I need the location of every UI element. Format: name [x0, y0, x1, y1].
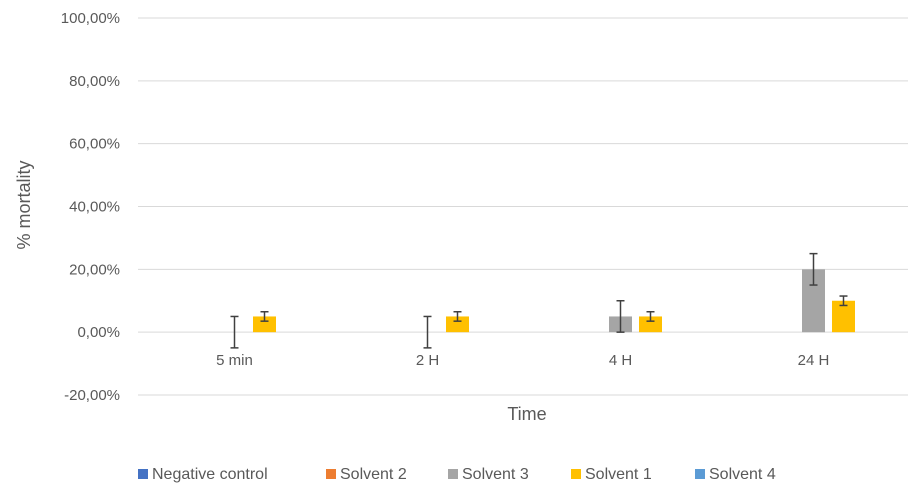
- legend-label: Solvent 3: [462, 466, 529, 483]
- bar: [802, 269, 825, 333]
- legend-swatch: [695, 469, 705, 479]
- x-tick-label: 2 H: [416, 352, 439, 369]
- legend-label: Solvent 1: [585, 466, 652, 483]
- legend: Negative control Solvent 2 Solvent 3 Solven…: [138, 466, 776, 483]
- y-tick-label: 20,00%: [69, 261, 120, 278]
- gridlines: [138, 17, 908, 396]
- x-axis-title: Time: [507, 404, 546, 424]
- x-tick-label: 5 min: [216, 352, 253, 369]
- y-tick-label: -20,00%: [64, 387, 120, 404]
- error-bars: [230, 252, 848, 349]
- bars: [253, 269, 855, 333]
- bar: [446, 316, 469, 333]
- legend-label: Solvent 2: [340, 466, 407, 483]
- y-axis-ticks: -20,00% 0,00% 20,00% 40,00% 60,00% 80,00% 100,…: [61, 10, 120, 404]
- x-tick-label: 4 H: [609, 352, 632, 369]
- bar: [832, 300, 855, 333]
- x-axis-ticks: 5 min 2 H 4 H 24 H: [216, 352, 829, 369]
- bar: [639, 316, 662, 333]
- y-tick-label: 40,00%: [69, 199, 120, 216]
- legend-swatch: [448, 469, 458, 479]
- legend-label: Negative control: [152, 466, 268, 483]
- y-tick-label: 100,00%: [61, 10, 120, 27]
- legend-label: Solvent 4: [709, 466, 776, 483]
- legend-swatch: [326, 469, 336, 479]
- y-tick-label: 0,00%: [77, 324, 120, 341]
- bar: [253, 316, 276, 333]
- legend-swatch: [138, 469, 148, 479]
- x-tick-label: 24 H: [798, 352, 830, 369]
- legend-swatch: [571, 469, 581, 479]
- y-tick-label: 60,00%: [69, 136, 120, 153]
- y-tick-label: 80,00%: [69, 73, 120, 90]
- y-axis-title: % mortality: [14, 160, 34, 249]
